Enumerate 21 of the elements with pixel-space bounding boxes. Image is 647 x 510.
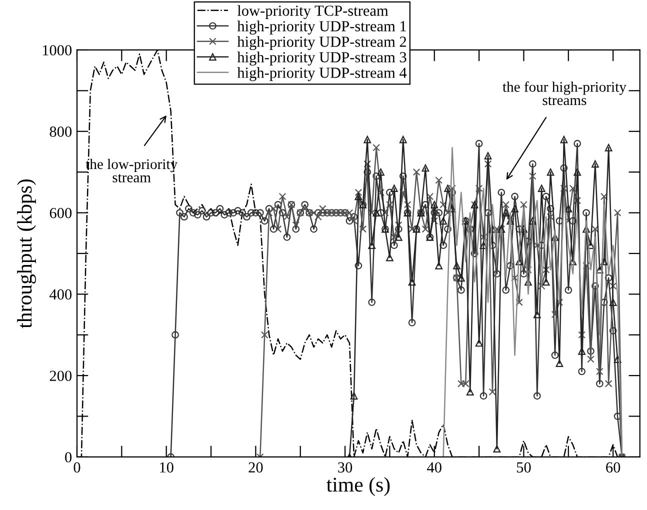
legend-label: high-priority UDP-stream 3 — [237, 52, 406, 66]
y-axis-title: throughput (kbps) — [17, 179, 36, 328]
x-tick-label: 30 — [338, 462, 352, 473]
legend-label: high-priority UDP-stream 4 — [237, 67, 407, 82]
legend-label: low-priority TCP-stream — [237, 5, 388, 20]
legend-label: high-priority UDP-stream 2 — [237, 36, 406, 50]
x-tick-label: 40 — [427, 462, 442, 473]
x-tick-label: 10 — [160, 462, 174, 473]
x-tick-label: 60 — [606, 462, 620, 473]
y-tick-label: 0 — [65, 452, 72, 462]
y-tick-label: 600 — [50, 208, 72, 218]
annotation: the four high-priority streams — [502, 81, 626, 106]
x-tick-label: 50 — [516, 462, 531, 473]
x-axis-title: time (s) — [326, 477, 390, 496]
legend-label: high-priority UDP-stream 1 — [237, 20, 406, 35]
y-tick-label: 400 — [50, 289, 72, 300]
x-tick-label: 0 — [74, 462, 80, 473]
x-tick-label: 20 — [248, 462, 263, 473]
y-tick-label: 200 — [50, 370, 72, 382]
y-tick-label: 1000 — [42, 45, 72, 56]
y-tick-label: 800 — [50, 126, 72, 137]
